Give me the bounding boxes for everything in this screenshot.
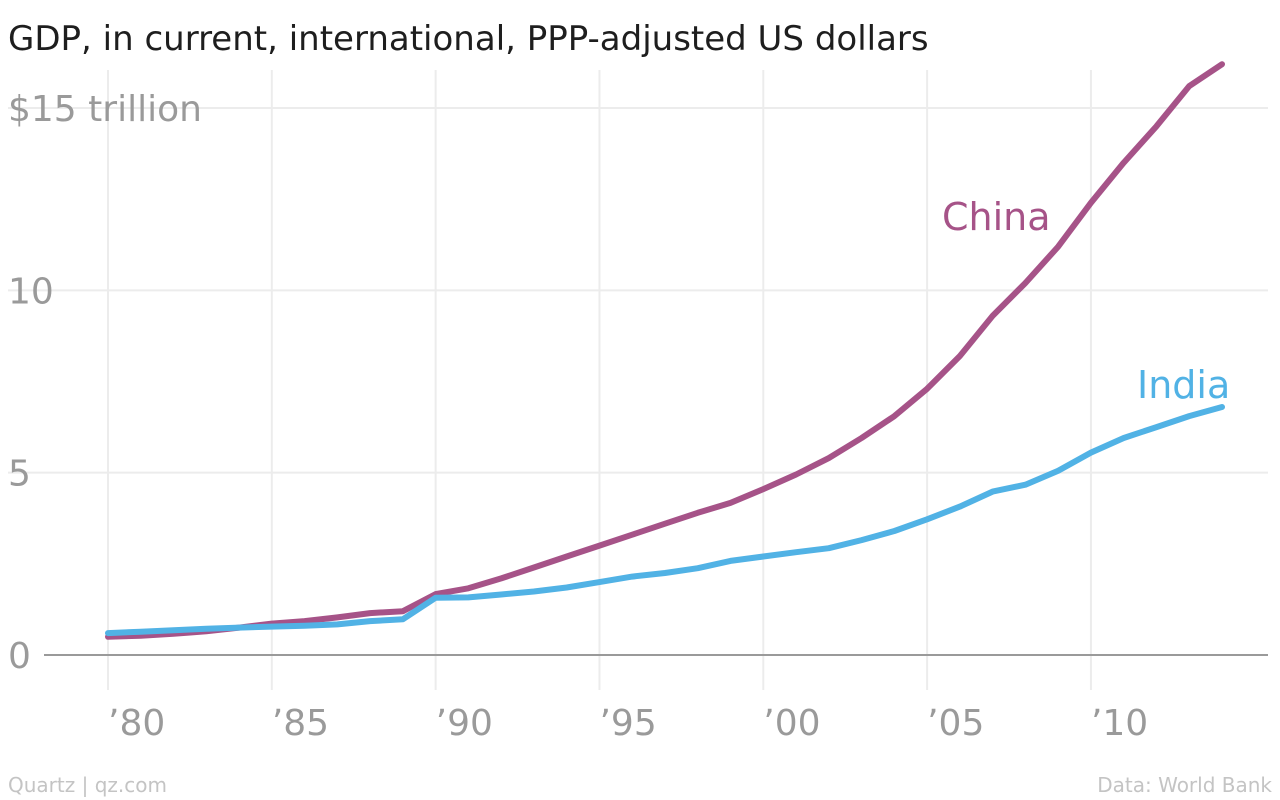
y-tick-label: 10 [8, 271, 54, 312]
x-tick-label: ’80 [108, 703, 165, 744]
y-tick-label: 0 [8, 636, 31, 677]
y-tick-labels: $15 trillion 10 5 0 [8, 89, 202, 677]
x-tick-label: ’00 [763, 703, 820, 744]
x-tick-labels: ’80 ’85 ’90 ’95 ’00 ’05 ’10 [108, 703, 1148, 744]
x-tick-label: ’90 [436, 703, 493, 744]
y-tick-label: 5 [8, 454, 31, 495]
x-gridlines [107, 70, 1092, 690]
series-label-india: India [1137, 363, 1230, 407]
x-tick-label: ’95 [599, 703, 656, 744]
series-label-china: China [942, 195, 1051, 239]
series-line-india [105, 404, 1225, 637]
chart-title: GDP, in current, international, PPP-adju… [8, 19, 929, 59]
footer-source-right: Data: World Bank [1097, 773, 1272, 797]
series-lines [105, 61, 1225, 640]
footer-source-left: Quartz | qz.com [8, 773, 167, 797]
y-tick-label: $15 trillion [8, 89, 202, 130]
x-tick-label: ’10 [1091, 703, 1148, 744]
x-tick-label: ’05 [927, 703, 984, 744]
x-tick-label: ’85 [272, 703, 329, 744]
series-line-china [105, 61, 1225, 640]
